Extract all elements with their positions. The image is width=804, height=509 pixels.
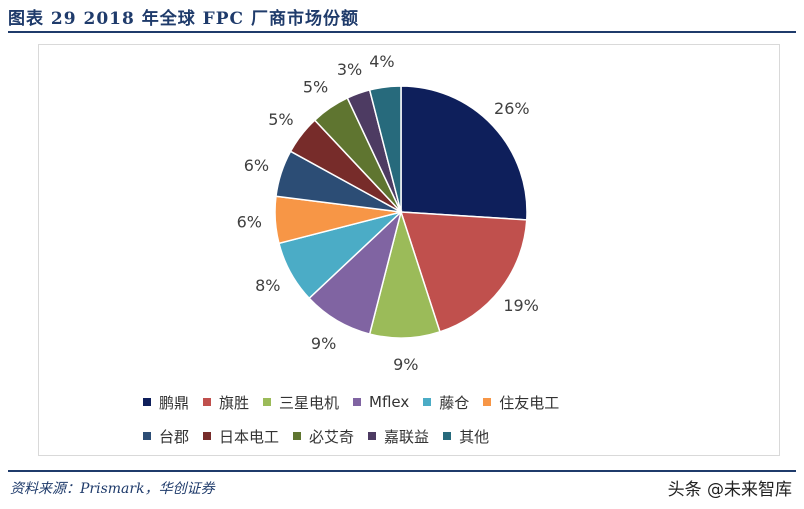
legend-label: 三星电机	[279, 393, 340, 412]
legend-item: 其他	[443, 426, 489, 447]
pie-slice-1	[400, 85, 528, 221]
legend-label: 鹏鼎	[159, 393, 190, 412]
legend-item: 日本电工	[203, 426, 279, 447]
data-label: 8%	[255, 276, 280, 295]
data-label: 5%	[268, 110, 293, 129]
legend-row: 鹏鼎 旗胜 三星电机 Mflex 藤仓 住友电工	[143, 385, 703, 419]
source-note: 资料来源：Prismark，华创证券	[10, 481, 215, 497]
legend-label: 其他	[459, 427, 490, 446]
legend-label: 台郡	[159, 427, 190, 446]
legend-swatch	[203, 398, 212, 406]
data-label: 19%	[503, 296, 539, 315]
legend-item: 旗胜	[203, 392, 249, 413]
legend-swatch	[443, 432, 452, 440]
legend-label: 旗胜	[219, 393, 250, 412]
pie-slice-2	[399, 211, 528, 333]
legend-item: 嘉联益	[368, 426, 429, 447]
title-rule	[8, 31, 796, 33]
data-label: 3%	[337, 60, 362, 79]
legend-item: 鹏鼎	[143, 392, 189, 413]
data-label: 5%	[303, 77, 328, 96]
legend-swatch	[483, 398, 492, 406]
data-label: 9%	[311, 334, 336, 353]
data-label: 6%	[237, 213, 262, 232]
data-label: 26%	[494, 99, 530, 118]
data-label: 6%	[244, 156, 269, 175]
legend-swatch	[423, 398, 432, 406]
legend-swatch	[263, 398, 272, 406]
legend-item: 必艾奇	[293, 426, 354, 447]
legend: 鹏鼎 旗胜 三星电机 Mflex 藤仓 住友电工台郡 日本电工 必艾奇 嘉联益 其他	[143, 385, 703, 453]
legend-swatch	[143, 398, 151, 406]
figure-title: 图表 29 2018 年全球 FPC 厂商市场份额	[8, 9, 359, 29]
legend-item: 住友电工	[483, 392, 559, 413]
legend-label: 住友电工	[499, 393, 560, 412]
legend-item: 藤仓	[423, 392, 469, 413]
legend-row: 台郡 日本电工 必艾奇 嘉联益 其他	[143, 419, 703, 453]
data-label: 4%	[369, 52, 394, 71]
legend-item: Mflex	[353, 393, 409, 411]
legend-label: Mflex	[369, 393, 410, 411]
legend-item: 三星电机	[263, 392, 339, 413]
legend-swatch	[368, 432, 377, 440]
legend-swatch	[203, 432, 212, 440]
pie-slice-11	[368, 85, 402, 213]
legend-item: 台郡	[143, 426, 189, 447]
legend-label: 嘉联益	[384, 427, 430, 446]
legend-label: 日本电工	[219, 427, 280, 446]
legend-swatch	[293, 432, 302, 440]
chart-frame	[38, 44, 780, 456]
legend-label: 必艾奇	[309, 427, 355, 446]
legend-swatch	[143, 432, 151, 440]
watermark: 头条 @未来智库	[667, 480, 792, 500]
legend-label: 藤仓	[439, 393, 470, 412]
legend-swatch	[353, 398, 362, 406]
source-rule	[8, 470, 796, 472]
data-label: 9%	[393, 355, 418, 374]
